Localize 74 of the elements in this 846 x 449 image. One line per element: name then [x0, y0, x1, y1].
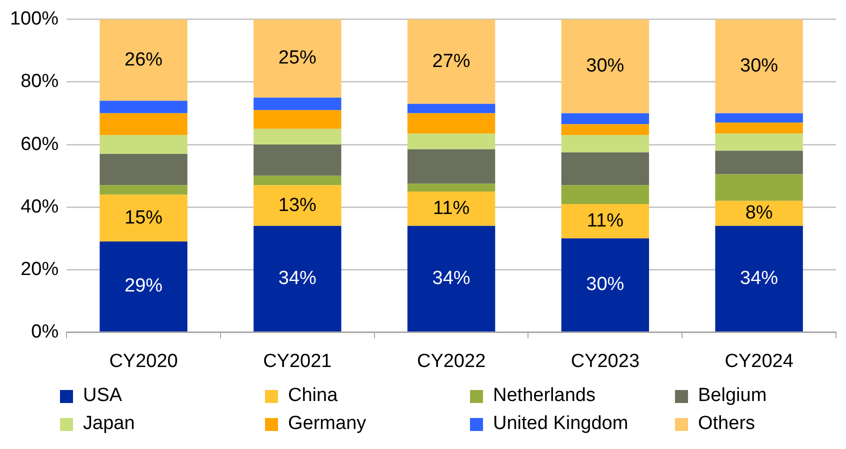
x-tick-label: CY2020	[109, 350, 178, 372]
bar	[407, 19, 496, 104]
bar	[561, 124, 650, 136]
y-tick-label: 0%	[31, 321, 59, 342]
data-label: 15%	[124, 207, 163, 228]
legend-label: China	[288, 385, 338, 407]
bar	[715, 134, 803, 151]
bar	[100, 194, 188, 242]
bar	[561, 204, 650, 238]
bar	[254, 98, 342, 110]
bar	[407, 134, 496, 150]
y-tick-label: 20%	[20, 258, 59, 280]
bar	[561, 238, 650, 332]
bar	[407, 184, 496, 192]
y-tick-label: 80%	[20, 71, 59, 92]
y-tick-label: 40%	[20, 196, 59, 218]
legend-label: Belgium	[698, 385, 767, 407]
bar	[715, 19, 803, 114]
x-tick-label: CY2023	[570, 350, 640, 372]
legend-label: Others	[698, 413, 756, 435]
data-label: 30%	[740, 56, 778, 77]
bar	[254, 176, 342, 186]
bar	[100, 185, 188, 195]
bar	[561, 135, 650, 152]
bar	[407, 191, 496, 226]
bar	[254, 110, 342, 129]
bar	[715, 122, 803, 134]
bar	[100, 135, 188, 154]
bar	[561, 113, 650, 124]
data-label: 34%	[278, 268, 317, 289]
legend-label: United Kingdom	[493, 413, 628, 435]
data-label: 29%	[124, 276, 163, 297]
legend-label: USA	[83, 385, 122, 407]
data-label: 13%	[278, 194, 317, 216]
x-tick-label: CY2024	[724, 350, 794, 372]
bar	[561, 152, 650, 186]
bar	[561, 185, 650, 204]
data-label: 26%	[124, 49, 163, 70]
bar	[715, 174, 803, 201]
bar	[100, 154, 188, 186]
bar	[715, 150, 803, 174]
bar	[407, 113, 496, 134]
bar	[715, 226, 803, 332]
y-tick-label: 100%	[10, 8, 59, 30]
data-label: 34%	[432, 268, 470, 289]
bar	[254, 19, 342, 98]
bar	[715, 113, 803, 123]
bar	[100, 19, 188, 101]
data-label: 27%	[432, 50, 470, 72]
x-tick-label: CY2021	[263, 350, 332, 372]
bar	[254, 185, 342, 226]
bar	[407, 226, 496, 332]
bar	[100, 100, 188, 114]
legend-label: Germany	[288, 413, 366, 435]
x-tick-label: CY2022	[416, 350, 486, 372]
data-label: 8%	[745, 202, 773, 224]
data-label: 34%	[740, 268, 778, 289]
bar	[254, 144, 342, 176]
data-label: 30%	[586, 56, 624, 77]
bar	[407, 149, 496, 184]
bar	[561, 19, 650, 114]
bar	[100, 241, 188, 332]
bar	[254, 128, 342, 145]
legend-label: Japan	[83, 413, 135, 435]
bar	[407, 104, 496, 114]
bar	[254, 226, 342, 332]
legend-label: Netherlands	[493, 385, 596, 407]
y-tick-label: 60%	[20, 134, 59, 155]
bar	[715, 200, 803, 226]
data-label: 25%	[278, 48, 317, 69]
data-label: 11%	[586, 210, 624, 232]
bar	[100, 113, 188, 136]
data-label: 11%	[432, 198, 470, 219]
data-label: 30%	[586, 274, 624, 296]
